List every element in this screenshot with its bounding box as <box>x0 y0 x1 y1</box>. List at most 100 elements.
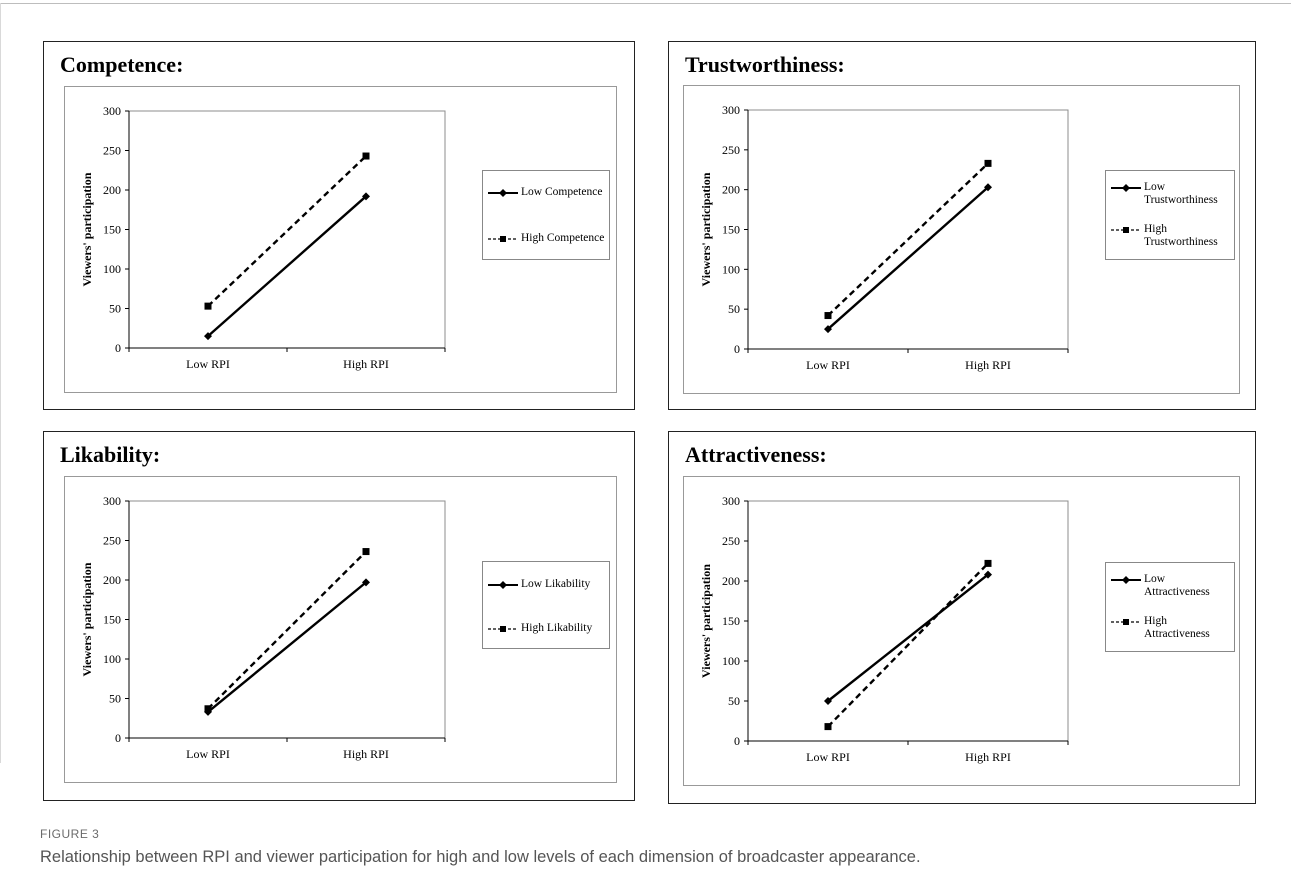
data-point-diamond <box>984 570 992 579</box>
data-point-diamond <box>204 332 212 341</box>
plot-frame <box>747 500 1069 742</box>
y-axis-label: Viewers' participation <box>80 562 94 676</box>
plot-frame <box>747 109 1069 350</box>
series-line <box>207 581 367 713</box>
y-tick-label: 200 <box>103 573 121 587</box>
solid-diamond-line-icon <box>488 189 518 197</box>
legend-attractiveness: Low Attractiveness High Attractiveness <box>1105 562 1235 652</box>
legend-label: High Trustworthiness <box>1144 223 1218 248</box>
figure-label: FIGURE 3 <box>40 827 100 841</box>
legend-item-high: High Trustworthiness <box>1110 223 1230 249</box>
x-tick-label: High RPI <box>965 750 1011 764</box>
series-line <box>207 550 367 710</box>
dashed-square-line-icon <box>1111 227 1141 233</box>
data-point-square <box>204 705 212 713</box>
legend-competence: Low Competence High Competence <box>482 170 610 260</box>
legend-likability: Low Likability High Likability <box>482 561 610 649</box>
panel-title: Competence: <box>60 52 184 77</box>
x-tick-label: High RPI <box>343 357 389 371</box>
figure-caption: Relationship between RPI and viewer part… <box>40 848 921 866</box>
data-point-square <box>984 559 992 567</box>
panel-likability: Likability: 0 50 100 150 200 250 300 Low RPI Hig… <box>43 431 635 801</box>
legend-label: Low Likability <box>521 578 591 590</box>
x-tick-label: Low RPI <box>806 358 850 372</box>
panel-competence: Competence: 0 50 100 150 200 250 300 Low RPI Hig… <box>43 41 635 410</box>
x-tick-label: High RPI <box>965 358 1011 372</box>
legend-label: Low Trustworthiness <box>1144 181 1218 206</box>
legend-label: Low Competence <box>521 186 603 198</box>
data-point-square <box>362 152 370 160</box>
y-tick-label: 50 <box>728 302 740 316</box>
y-tick-label: 0 <box>115 731 121 745</box>
y-tick-label: 50 <box>109 302 121 316</box>
x-tick-label: Low RPI <box>186 357 230 371</box>
y-tick-label: 300 <box>722 494 740 508</box>
y-axis-label: Viewers' participation <box>80 172 94 286</box>
legend-label: High Competence <box>521 232 605 244</box>
legend-label: High Likability <box>521 622 593 634</box>
y-axis-label: Viewers' participation <box>699 564 713 678</box>
data-point-square <box>824 312 832 320</box>
y-tick-label: 250 <box>103 144 121 158</box>
legend-item-low: Low Likability <box>487 578 633 591</box>
solid-diamond-line-icon <box>488 581 518 589</box>
x-tick-label: High RPI <box>343 747 389 761</box>
panel-trustworthiness: Trustworthiness: 0 50 100 150 200 250 300 Low R… <box>668 41 1256 410</box>
chart-trustworthiness: 0 50 100 150 200 250 300 Low RPI High RPI Viewers… <box>699 103 1069 372</box>
y-tick-label: 100 <box>103 262 121 276</box>
data-point-square <box>362 548 370 556</box>
plot-frame <box>128 500 446 739</box>
y-tick-label: 100 <box>722 654 740 668</box>
legend-label: Low Attractiveness <box>1144 573 1210 598</box>
chart-competence: 0 50 100 150 200 250 300 Low RPI High RPI Viewers… <box>80 104 446 371</box>
panel-title: Likability: <box>60 442 161 467</box>
y-tick-label: 0 <box>734 734 740 748</box>
dashed-square-line-icon <box>488 626 518 632</box>
y-tick-label: 200 <box>722 183 740 197</box>
x-tick-label: Low RPI <box>186 747 230 761</box>
dashed-square-line-icon <box>488 236 518 242</box>
y-tick-label: 300 <box>103 494 121 508</box>
y-tick-label: 150 <box>103 613 121 627</box>
y-tick-label: 250 <box>722 534 740 548</box>
legend-item-high: High Competence <box>487 232 633 245</box>
panel-attractiveness: Attractiveness: 0 50 100 150 200 250 300 Low RP… <box>668 431 1256 804</box>
y-tick-label: 250 <box>722 143 740 157</box>
y-tick-label: 100 <box>103 652 121 666</box>
y-tick-label: 150 <box>722 223 740 237</box>
data-point-square <box>984 159 992 167</box>
legend-item-low: Low Competence <box>487 186 633 199</box>
y-tick-label: 200 <box>722 574 740 588</box>
y-tick-label: 50 <box>109 692 121 706</box>
y-tick-label: 50 <box>728 694 740 708</box>
x-tick-label: Low RPI <box>806 750 850 764</box>
series-line <box>827 186 989 330</box>
series-line <box>827 562 989 728</box>
data-point-square <box>204 302 212 310</box>
solid-diamond-line-icon <box>1111 576 1141 584</box>
y-tick-label: 250 <box>103 534 121 548</box>
y-tick-label: 100 <box>722 262 740 276</box>
top-rule <box>0 3 1291 4</box>
y-axis-label: Viewers' participation <box>699 172 713 286</box>
left-rule <box>0 3 1 763</box>
y-tick-label: 150 <box>103 223 121 237</box>
data-point-diamond <box>362 192 370 201</box>
data-point-diamond <box>824 697 832 705</box>
data-point-diamond <box>824 325 832 334</box>
legend-label: High Attractiveness <box>1144 615 1210 640</box>
chart-attractiveness: 0 50 100 150 200 250 300 Low RPI High RPI Viewers… <box>699 494 1069 764</box>
data-point-diamond <box>362 578 370 587</box>
y-tick-label: 300 <box>722 103 740 117</box>
chart-likability: 0 50 100 150 200 250 300 Low RPI High RPI Viewers… <box>80 494 446 761</box>
dashed-square-line-icon <box>1111 619 1141 625</box>
legend-trustworthiness: Low Trustworthiness High Trustworthiness <box>1105 170 1235 260</box>
legend-item-low: Low Attractiveness <box>1110 573 1230 599</box>
panel-title: Attractiveness: <box>685 442 827 467</box>
legend-item-high: High Attractiveness <box>1110 615 1230 641</box>
y-tick-label: 300 <box>103 104 121 118</box>
y-tick-label: 0 <box>115 341 121 355</box>
y-tick-label: 150 <box>722 614 740 628</box>
series-line <box>207 155 367 308</box>
series-line <box>827 162 989 317</box>
